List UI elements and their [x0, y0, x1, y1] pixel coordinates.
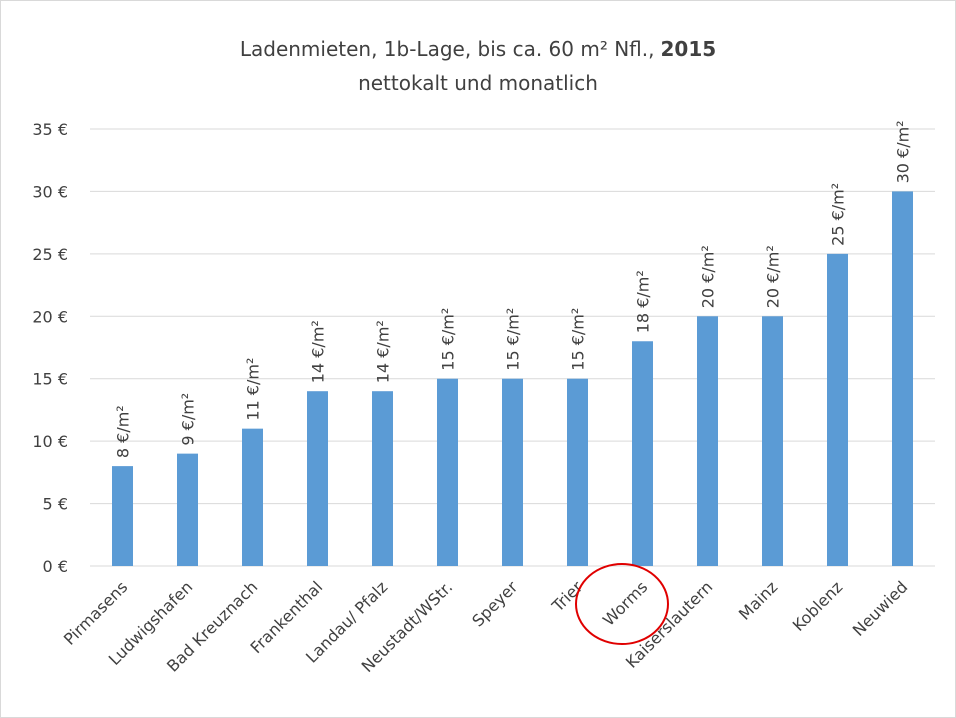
data-label: 25 €/m²	[829, 183, 848, 246]
bar	[697, 316, 718, 566]
bar	[177, 453, 198, 566]
y-tick-label: 20 €	[32, 307, 68, 326]
bar	[112, 466, 133, 566]
y-tick-label: 30 €	[32, 182, 68, 201]
bar	[372, 391, 393, 566]
data-label: 8 €/m²	[114, 405, 133, 458]
data-label: 20 €/m²	[699, 245, 718, 308]
y-tick-label: 15 €	[32, 370, 68, 389]
bar	[242, 428, 263, 566]
data-label: 15 €/m²	[504, 308, 523, 371]
bar	[307, 391, 328, 566]
y-tick-label: 0 €	[43, 557, 68, 576]
bar	[892, 191, 913, 566]
data-label: 14 €/m²	[374, 320, 393, 383]
bar	[567, 378, 588, 566]
highlight-circle	[575, 563, 669, 645]
y-tick-label: 25 €	[32, 245, 68, 264]
data-label: 18 €/m²	[634, 270, 653, 333]
data-label: 14 €/m²	[309, 320, 328, 383]
y-tick-label: 10 €	[32, 432, 68, 451]
data-label: 9 €/m²	[179, 393, 198, 446]
data-label: 30 €/m²	[894, 120, 913, 183]
bar	[762, 316, 783, 566]
bar	[827, 253, 848, 566]
bar	[502, 378, 523, 566]
chart-subtitle: nettokalt und monatlich	[358, 71, 598, 95]
title-year: 2015	[660, 37, 716, 61]
data-label: 20 €/m²	[764, 245, 783, 308]
chart-title: Ladenmieten, 1b-Lage, bis ca. 60 m² Nfl.…	[240, 37, 716, 61]
y-tick-label: 35 €	[32, 120, 68, 139]
data-label: 15 €/m²	[439, 308, 458, 371]
bar	[437, 378, 458, 566]
y-tick-label: 5 €	[43, 495, 68, 514]
data-label: 11 €/m²	[244, 358, 263, 421]
bar	[632, 341, 653, 566]
data-label: 15 €/m²	[569, 308, 588, 371]
title-text: Ladenmieten, 1b-Lage, bis ca. 60 m² Nfl.…	[240, 37, 655, 61]
